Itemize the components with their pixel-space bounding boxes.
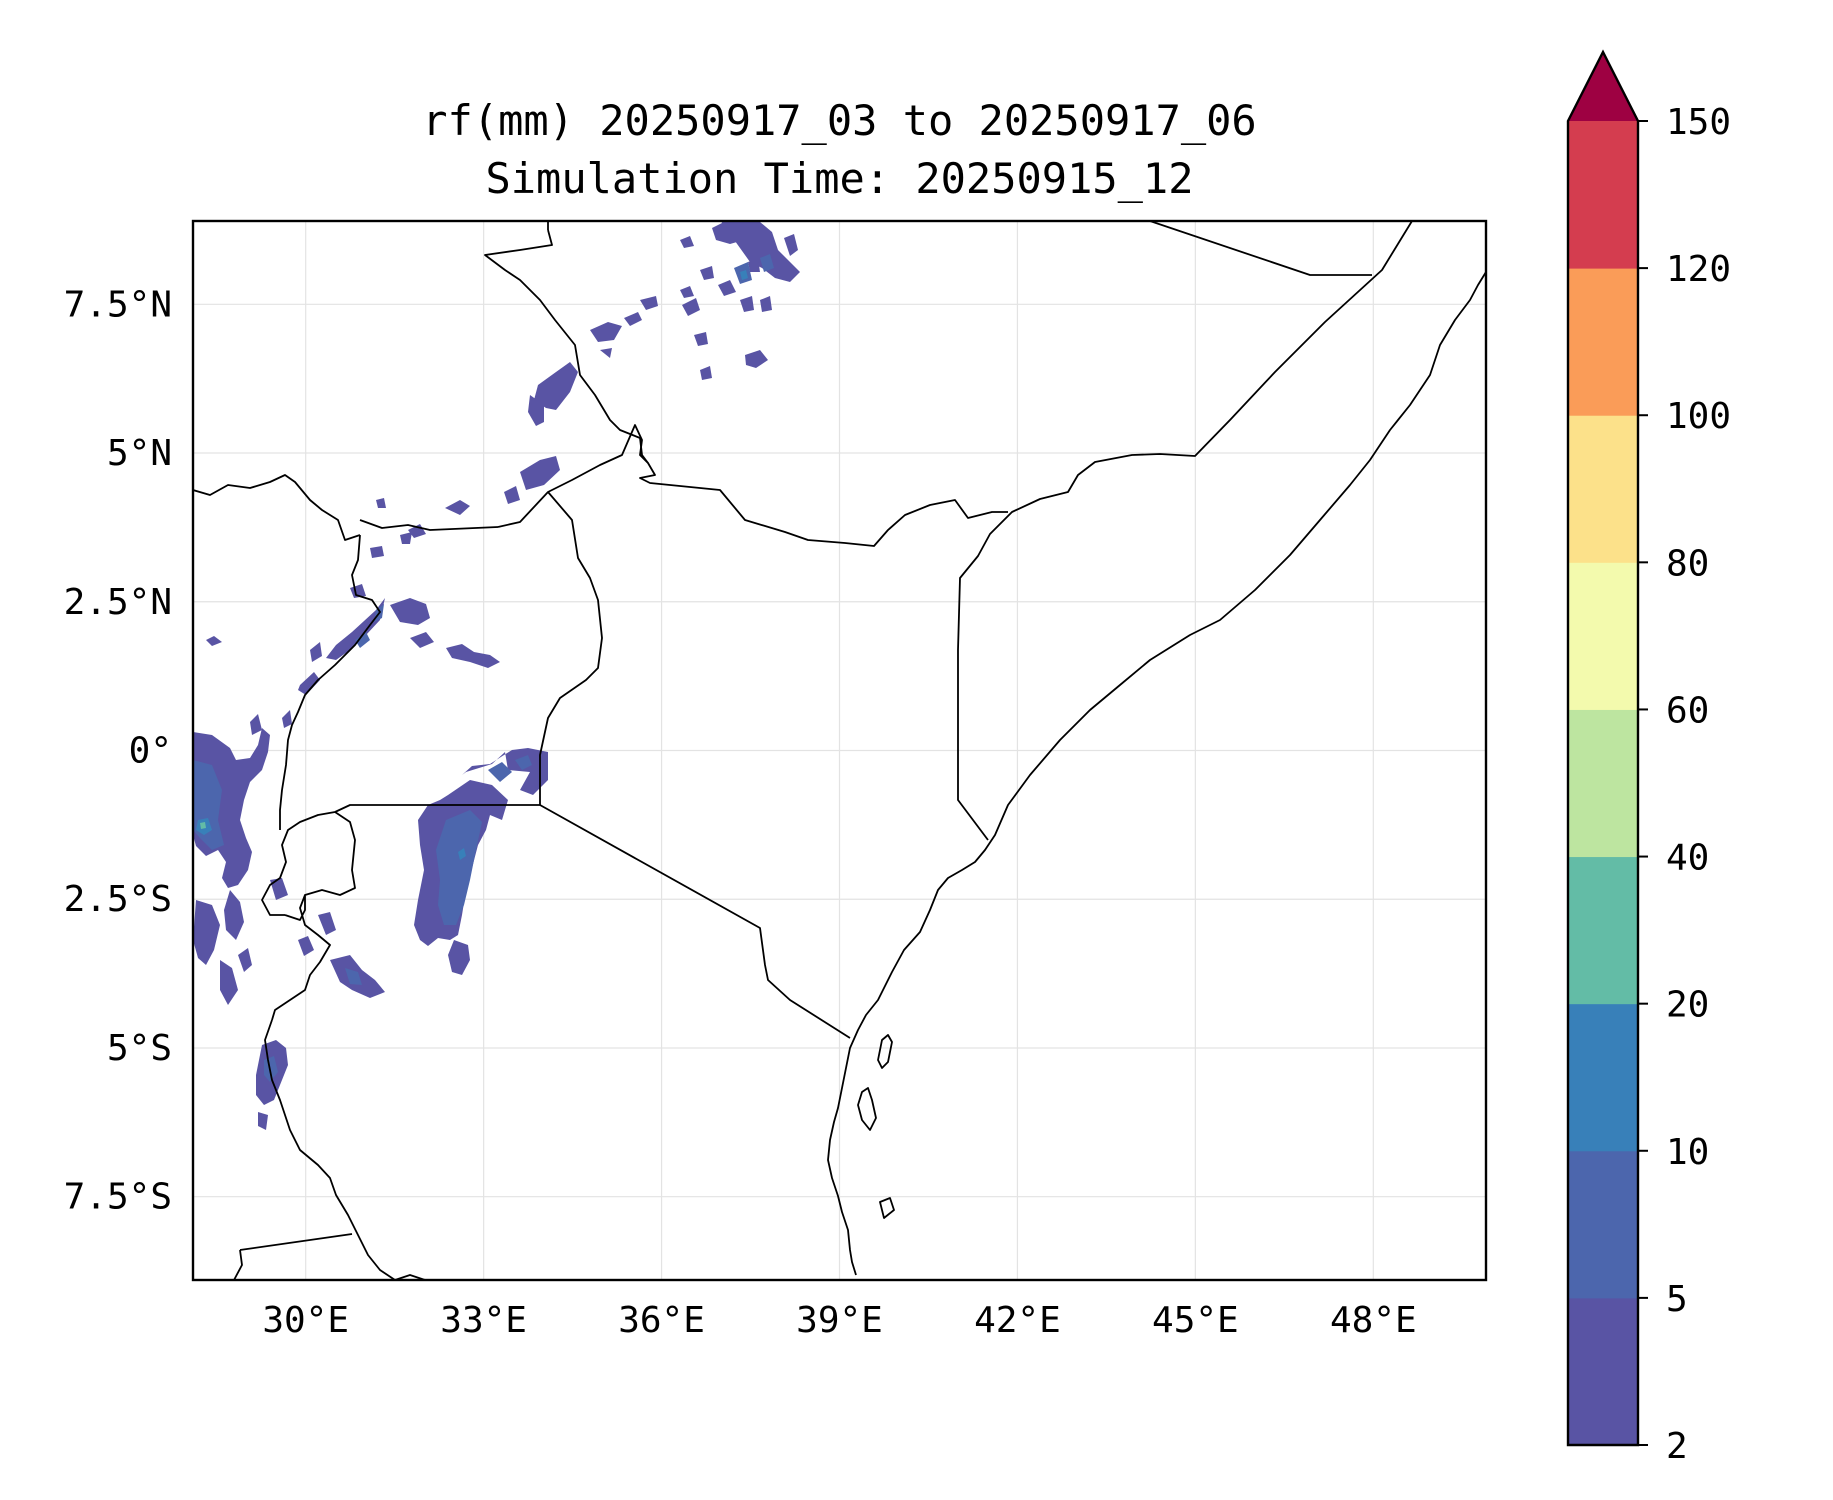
colorbar-segment [1568,268,1638,416]
rainfall-contours [193,221,800,1130]
gridlines [193,221,1486,1280]
colorbar-segment [1568,415,1638,563]
x-tick-label: 30°E [262,1300,349,1341]
colorbar-tick-label: 5 [1666,1279,1688,1320]
colorbar-segment [1568,856,1638,1005]
y-tick-label: 5°S [107,1028,172,1069]
border-kenya-uganda [539,491,603,805]
x-tick-label: 42°E [974,1300,1061,1341]
rain-area-lake-albert [250,598,385,735]
border-uganda-south-sudan [359,519,499,531]
rain-area-uganda-north [206,498,500,668]
border-rwanda [261,811,336,916]
colorbar-extend-triangle [1568,52,1638,121]
x-tick-label: 36°E [618,1300,705,1341]
colorbar-outline [1566,49,1640,1447]
map-title-line-2: Simulation Time: 20250915_12 [485,154,1194,203]
border-zambia-south [233,1249,243,1280]
rain-area-lake-tanganyika-core [264,1056,278,1082]
rain-area-lake-victoria-core [436,810,482,925]
border-burundi [271,811,356,1021]
rain-area-lake-victoria [414,748,548,975]
colorbar-tick-label: 10 [1666,1132,1709,1173]
border-somalia-ethiopia [957,221,1413,841]
rain-area-tanzania-west [270,878,385,998]
rain-area-lake-victoria-max [458,848,466,860]
rain-area-south-sudan [408,221,800,538]
colorbar: 2 5 10 20 40 60 80 100 120 150 [1566,49,1731,1467]
y-axis-ticks: 7.5°N 5°N 2.5°N 0° 2.5°S 5°S 7.5°S [64,284,172,1217]
colorbar-segment [1568,562,1638,710]
border-somaliland [1149,221,1372,276]
x-tick-label: 33°E [440,1300,527,1341]
y-tick-label: 0° [129,731,172,772]
y-tick-label: 7.5°S [64,1177,172,1218]
rain-area-lake-tanganyika [256,1040,288,1130]
x-tick-label: 39°E [796,1300,883,1341]
map-frame [191,219,1488,1282]
y-tick-label: 7.5°N [64,284,172,325]
colorbar-tick-label: 100 [1666,396,1731,437]
colorbar-segment [1568,1003,1638,1152]
colorbar-tick-label: 20 [1666,985,1709,1026]
colorbar-tick-label: 150 [1666,102,1731,143]
map-title-line-1: rf(mm) 20250917_03 to 20250917_06 [422,96,1257,145]
rain-area-tanzania-west-core [345,968,362,985]
colorbar-tick-label: 120 [1666,249,1731,290]
colorbar-tick-label: 80 [1666,543,1709,584]
x-tick-label: 48°E [1330,1300,1417,1341]
border-malawi [394,1274,426,1280]
border-zambia [239,1233,353,1251]
rain-area-congo-peak [200,822,206,829]
border-kenya-tanzania [539,804,851,1039]
colorbar-segment [1568,121,1638,269]
colorbar-segment [1568,1150,1638,1299]
country-borders [193,221,1486,1280]
island-mafia [879,1197,895,1219]
island-zanzibar [857,1087,877,1131]
border-south-sudan-ethiopia [484,229,649,464]
border-tanzania-congo-lake [264,1019,396,1280]
x-axis-ticks: 30°E 33°E 36°E 39°E 42°E 45°E 48°E [262,1300,1416,1341]
y-tick-label: 2.5°S [64,879,172,920]
border-congo-south-sudan [193,474,361,541]
border-uganda-tanzania-lake [334,804,540,813]
colorbar-segment [1568,709,1638,858]
colorbar-tick-label: 40 [1666,838,1709,879]
rain-area-lake-victoria-north [488,755,532,782]
coastline-somalia-kenya-tanzania [827,271,1486,1276]
colorbar-tick-label: 60 [1666,690,1709,731]
y-tick-label: 5°N [107,433,172,474]
colorbar-tick-label: 2 [1666,1426,1688,1467]
border-kenya-ethiopia [497,424,1008,547]
island-pemba [877,1034,893,1069]
x-tick-label: 45°E [1152,1300,1239,1341]
rain-area-south-sudan-max [740,270,748,280]
colorbar-segment [1568,1297,1638,1446]
border-uganda-congo [279,534,381,830]
y-tick-label: 2.5°N [64,582,172,623]
